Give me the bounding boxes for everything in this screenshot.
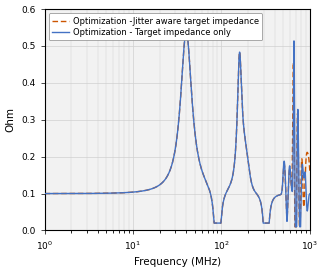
Optimization -Jitter aware target impedance	[303, 185, 307, 188]
Optimization - Target impedance only	[73, 192, 77, 195]
Optimization -Jitter aware target impedance	[184, 30, 188, 33]
Y-axis label: Ohm: Ohm	[6, 107, 16, 132]
Legend: Optimization -Jitter aware target impedance, Optimization - Target impedance onl: Optimization -Jitter aware target impeda…	[49, 13, 262, 40]
Optimization -Jitter aware target impedance	[308, 171, 312, 174]
Optimization -Jitter aware target impedance	[88, 192, 92, 195]
Optimization - Target impedance only	[303, 170, 307, 174]
Optimization -Jitter aware target impedance	[293, 225, 297, 229]
Optimization - Target impedance only	[293, 225, 297, 229]
Optimization -Jitter aware target impedance	[73, 192, 77, 195]
Optimization -Jitter aware target impedance	[274, 195, 278, 198]
Optimization -Jitter aware target impedance	[42, 192, 46, 195]
Line: Optimization - Target impedance only: Optimization - Target impedance only	[44, 32, 310, 227]
Optimization -Jitter aware target impedance	[145, 189, 148, 192]
Optimization - Target impedance only	[42, 192, 46, 195]
X-axis label: Frequency (MHz): Frequency (MHz)	[134, 257, 221, 268]
Optimization - Target impedance only	[145, 189, 148, 192]
Optimization - Target impedance only	[274, 195, 278, 198]
Optimization - Target impedance only	[156, 185, 160, 188]
Optimization - Target impedance only	[308, 192, 312, 195]
Optimization - Target impedance only	[88, 192, 92, 195]
Optimization -Jitter aware target impedance	[156, 185, 160, 188]
Optimization - Target impedance only	[184, 30, 188, 33]
Line: Optimization -Jitter aware target impedance: Optimization -Jitter aware target impeda…	[44, 32, 310, 227]
